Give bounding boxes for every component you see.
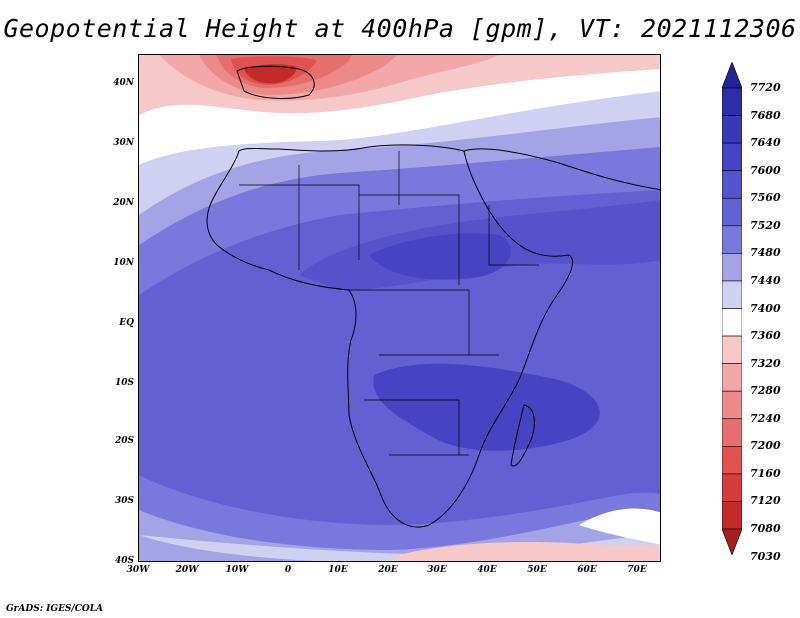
colorbar-cell: [722, 418, 742, 447]
colorbar-cell: [722, 390, 742, 420]
colorbar-cell: [722, 87, 742, 116]
colorbar-cell: [722, 335, 742, 364]
field-7360-se: [579, 508, 660, 545]
colorbar-cell: [722, 170, 742, 199]
colorbar-cell: [722, 62, 742, 89]
lat-label: 10S: [114, 378, 134, 388]
colorbar-level-label: 7320: [750, 356, 781, 370]
lat-label: 20S: [114, 436, 134, 446]
lon-label: 20W: [175, 565, 199, 575]
lon-label: 0: [284, 565, 292, 575]
lat-label: 20N: [113, 198, 134, 208]
lon-label: 10E: [328, 565, 348, 575]
lon-label: 40E: [477, 565, 497, 575]
colorbar-level-label: 7680: [750, 108, 781, 122]
field-7120: [244, 64, 297, 84]
colorbar-level-label: 7640: [750, 136, 781, 150]
lon-label: 30W: [126, 565, 150, 575]
colorbar-cell: [722, 253, 742, 282]
lon-label: 20E: [378, 565, 398, 575]
colorbar-level-label: 7360: [750, 329, 781, 343]
africa-coast: [206, 144, 573, 528]
lat-label: 30N: [113, 138, 134, 148]
credit-text: GrADS: IGES/COLA: [6, 604, 104, 614]
colorbar-level-label: 7160: [750, 466, 781, 480]
colorbar-level-label: 7520: [750, 218, 781, 232]
colorbar: [722, 62, 742, 555]
colorbar-cell: [722, 363, 742, 392]
colorbar-level-label: 7120: [750, 494, 781, 508]
colorbar-cell: [722, 473, 742, 502]
colorbar-level-label: 7400: [750, 301, 781, 315]
colorbar-level-label: 7200: [750, 439, 781, 453]
lon-label: 60E: [577, 565, 597, 575]
iberia-coast: [236, 65, 315, 99]
field-7600-south: [373, 363, 600, 451]
lon-label: 30E: [427, 565, 447, 575]
colorbar-level-label: 7720: [750, 81, 781, 94]
country-borders: [239, 151, 539, 456]
lat-label: 30S: [114, 496, 134, 506]
lat-label: 40S: [114, 556, 134, 566]
colorbar-level-label: 7280: [750, 384, 781, 398]
lat-label: EQ: [119, 318, 134, 328]
colorbar-level-label: 7080: [750, 522, 781, 535]
colorbar-cell: [722, 501, 742, 530]
colorbar-cell: [722, 446, 742, 475]
colorbar-level-label: 7560: [750, 191, 781, 205]
lat-label: 10N: [113, 258, 134, 268]
colorbar-cells: [722, 62, 742, 555]
colorbar-level-label: 7600: [750, 163, 781, 177]
colorbar-cell: [722, 528, 742, 555]
colorbar-cell: [722, 197, 742, 227]
colorbar-level-label: 7240: [750, 411, 781, 425]
colorbar-level-label: 7480: [750, 246, 781, 260]
lon-label: 10W: [225, 565, 249, 575]
field-7600: [369, 233, 511, 280]
coastlines: [206, 65, 660, 528]
lon-label: 70E: [627, 565, 647, 575]
colorbar-cell: [722, 308, 742, 337]
lat-label: 40N: [113, 78, 134, 88]
map-title: Geopotential Height at 400hPa [gpm], VT:…: [3, 14, 797, 43]
height-field-map: [139, 55, 660, 561]
field-7320-south: [391, 542, 660, 561]
lon-label: 50E: [527, 565, 547, 575]
arabia-coast: [463, 148, 660, 191]
colorbar-cell: [722, 142, 742, 171]
colorbar-level-label: 7030: [750, 549, 781, 563]
colorbar-level-label: 7440: [750, 273, 781, 287]
colorbar-cell: [722, 280, 742, 309]
map-panel: [138, 54, 661, 562]
colorbar-cell: [722, 115, 742, 144]
colorbar-cell: [722, 225, 742, 254]
madagascar-coast: [510, 404, 535, 467]
